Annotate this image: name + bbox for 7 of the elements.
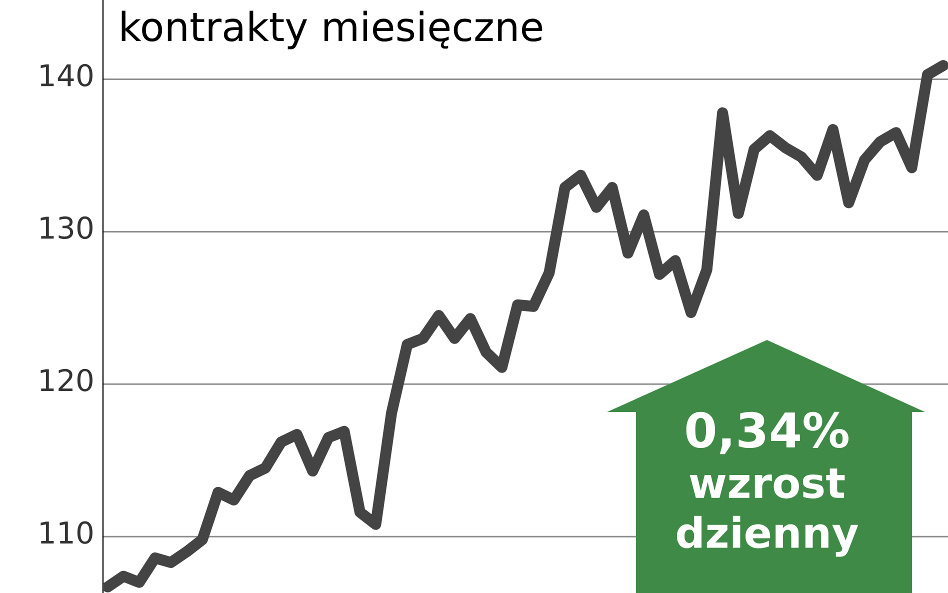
chart-title: kontrakty miesięczne <box>122 10 542 50</box>
y-tick-label: 110 <box>40 521 92 544</box>
y-tick-label: 130 <box>40 216 92 240</box>
annotation: 0,34% <box>686 412 848 454</box>
annotation: wzrost dzienny <box>676 468 858 557</box>
y-tick-label: 120 <box>40 368 92 392</box>
y-tick-label: 140 <box>40 64 92 87</box>
